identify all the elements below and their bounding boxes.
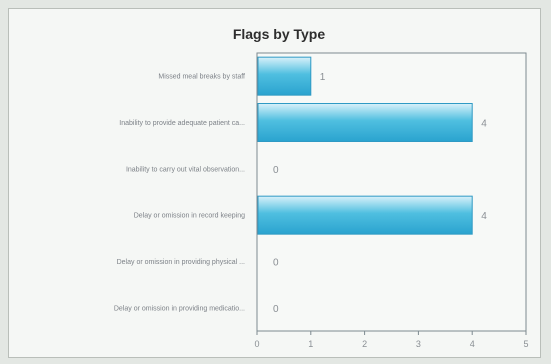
x-tick-label: 5 xyxy=(523,339,528,349)
category-label: Inability to provide adequate patient ca… xyxy=(119,120,245,127)
value-label: 1 xyxy=(320,72,326,83)
value-label: 4 xyxy=(481,211,487,222)
chart-panel: Flags by Type Missed meal breaks by staf… xyxy=(8,8,541,358)
category-label: Inability to carry out vital observation… xyxy=(126,166,245,173)
plot-area xyxy=(256,52,527,332)
x-tick-label: 0 xyxy=(254,339,259,349)
bar xyxy=(257,56,312,96)
x-tick-label: 4 xyxy=(470,339,475,349)
category-label: Delay or omission in providing medicatio… xyxy=(114,305,245,312)
x-tick-label: 3 xyxy=(416,339,421,349)
value-label: 0 xyxy=(273,258,279,269)
chart-title: Flags by Type xyxy=(233,26,326,42)
x-tick-label: 1 xyxy=(308,339,313,349)
x-tick-label: 2 xyxy=(362,339,367,349)
value-label: 0 xyxy=(273,165,279,176)
bar xyxy=(257,103,473,142)
bar xyxy=(257,195,473,235)
value-label: 4 xyxy=(481,119,487,130)
category-label: Missed meal breaks by staff xyxy=(158,74,245,81)
bar-chart: Flags by Type Missed meal breaks by staf… xyxy=(114,26,529,349)
category-label: Delay or omission in providing physical … xyxy=(117,259,245,266)
value-label: 0 xyxy=(273,304,279,315)
category-label: Delay or omission in record keeping xyxy=(134,213,245,220)
